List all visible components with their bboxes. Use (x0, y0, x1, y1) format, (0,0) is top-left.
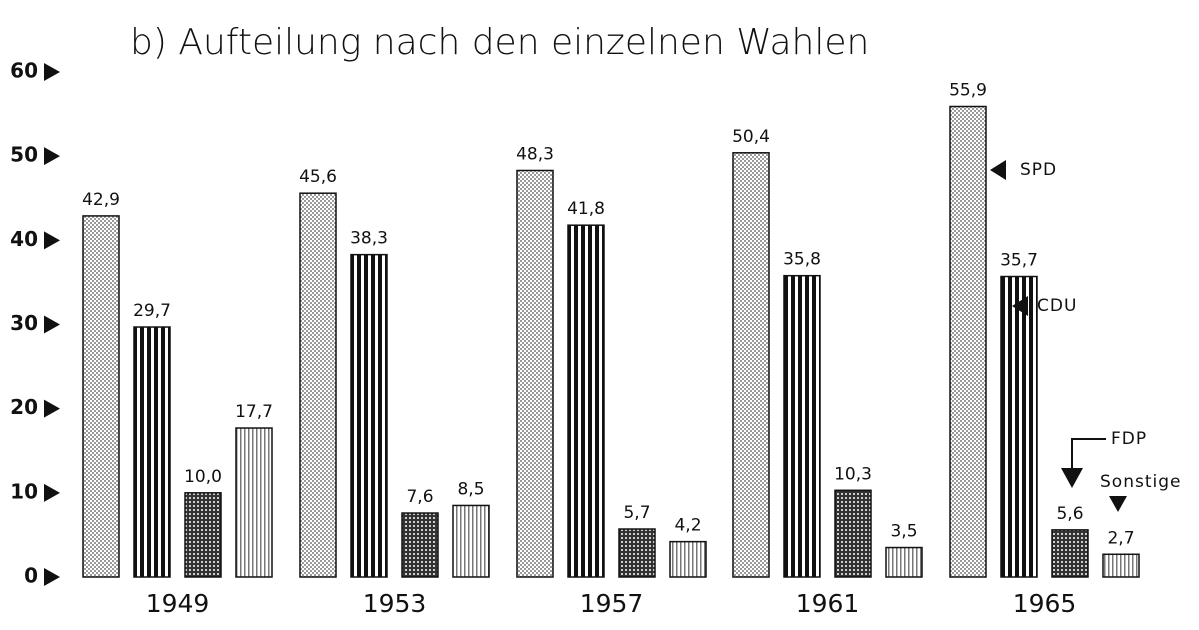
legend-arrow (1012, 296, 1028, 316)
value-label: 55,9 (949, 81, 987, 101)
y-tick-label: 0 (24, 564, 38, 588)
bar (1051, 529, 1089, 578)
y-tick-mark (44, 483, 60, 502)
bar (783, 274, 821, 578)
chart-title: b) Aufteilung nach den einzelnen Wahlen (130, 22, 869, 63)
y-tick-label: 30 (10, 311, 38, 335)
bar (732, 152, 770, 578)
legend-label: CDU (1037, 296, 1077, 316)
y-tick-label: 10 (10, 479, 38, 503)
legend-label: SPD (1020, 160, 1057, 180)
bar (82, 215, 120, 578)
value-label: 4,2 (674, 516, 701, 536)
bar (885, 546, 923, 578)
x-tick-label: 1961 (796, 589, 860, 618)
bar (949, 105, 987, 578)
y-tick-label: 40 (10, 227, 38, 251)
x-tick-label: 1965 (1013, 589, 1077, 618)
bar (401, 512, 439, 578)
value-label: 50,4 (732, 127, 770, 147)
value-label: 10,0 (184, 467, 222, 487)
bar (133, 326, 171, 578)
value-label: 38,3 (350, 229, 388, 249)
value-label: 42,9 (82, 190, 120, 210)
bar (618, 528, 656, 578)
y-tick-mark (44, 147, 60, 166)
value-label: 17,7 (235, 402, 273, 422)
y-tick-label: 50 (10, 143, 38, 167)
legend-arrow (1061, 468, 1083, 488)
value-label: 41,8 (567, 199, 605, 219)
value-label: 2,7 (1107, 528, 1134, 548)
legend-arrow (990, 160, 1006, 180)
value-label: 3,5 (890, 522, 917, 542)
y-tick-mark (44, 63, 60, 81)
x-tick-label: 1957 (580, 589, 644, 618)
value-label: 45,6 (299, 167, 337, 187)
bar (1000, 275, 1038, 578)
y-tick-mark (44, 231, 60, 250)
bar (235, 427, 273, 578)
x-tick-label: 1953 (363, 589, 427, 618)
legend-label: FDP (1111, 429, 1147, 449)
bar (184, 492, 222, 578)
bar (452, 504, 490, 578)
bar (299, 192, 337, 578)
value-label: 10,3 (834, 464, 872, 484)
y-tick-label: 20 (10, 395, 38, 419)
bar (516, 169, 554, 578)
value-label: 5,7 (623, 503, 650, 523)
legend-leader (1071, 438, 1106, 470)
bar (567, 224, 605, 578)
value-label: 5,6 (1056, 504, 1083, 524)
bar (834, 489, 872, 578)
bar (350, 253, 388, 578)
value-label: 35,8 (783, 250, 821, 270)
value-label: 29,7 (133, 301, 171, 321)
legend-arrow (1109, 496, 1127, 512)
x-tick-label: 1949 (146, 589, 210, 618)
value-label: 48,3 (516, 144, 554, 164)
value-label: 35,7 (1000, 251, 1038, 271)
value-label: 8,5 (457, 479, 484, 499)
y-tick-mark (44, 399, 60, 418)
bar (1102, 553, 1140, 578)
legend-label: Sonstige (1100, 472, 1181, 492)
bar (669, 540, 707, 578)
y-tick-label: 60 (10, 59, 38, 83)
y-tick-mark (44, 568, 60, 586)
y-tick-mark (44, 315, 60, 334)
value-label: 7,6 (406, 487, 433, 507)
